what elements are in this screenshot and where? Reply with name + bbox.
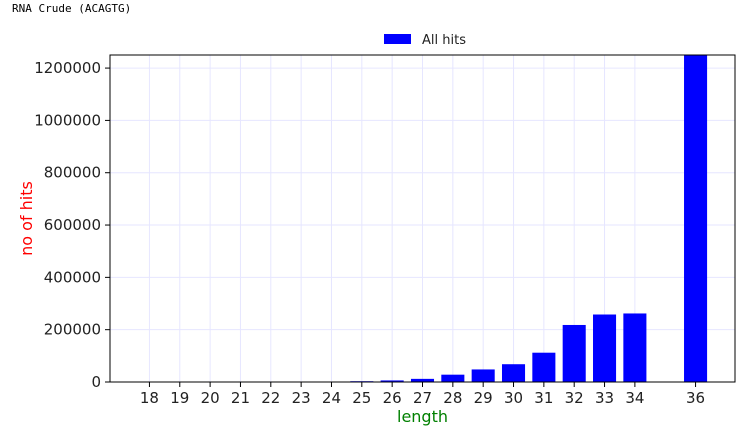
bar-length-30	[501, 364, 526, 382]
x-tick-label: 22	[261, 389, 280, 407]
bar-length-29	[471, 369, 495, 382]
x-tick-label: 19	[170, 389, 189, 407]
page-title: RNA Crude (ACAGTG)	[12, 2, 132, 15]
legend: All hits	[384, 33, 466, 48]
x-tick-label: 20	[201, 389, 220, 407]
bar-length-31	[532, 352, 556, 382]
x-tick-label: 26	[383, 389, 402, 407]
x-tick-label: 27	[413, 389, 432, 407]
x-axis-ticks: 18 19 20 21 22 23 24 25 26 27 28 29 30 31 32 33 34 36	[140, 382, 705, 407]
x-tick-label: 23	[292, 389, 311, 407]
bar-length-32	[562, 324, 586, 382]
legend-label-all-hits: All hits	[422, 33, 466, 48]
bar-length-33	[593, 314, 617, 382]
x-tick-label: 25	[352, 389, 371, 407]
y-tick-label: 600000	[44, 216, 101, 234]
bar-length-36	[684, 55, 708, 382]
x-tick-label: 31	[534, 389, 553, 407]
legend-swatch-all-hits	[384, 34, 411, 44]
x-tick-label: 29	[474, 389, 493, 407]
y-axis-ticks: 0 200000 400000 600000 800000 1000000 1200000	[34, 59, 110, 391]
bar-length-28	[441, 374, 465, 382]
bar-length-34	[623, 313, 647, 382]
bars	[350, 55, 708, 382]
x-tick-label: 34	[625, 389, 644, 407]
x-tick-label: 33	[595, 389, 614, 407]
x-tick-label: 24	[322, 389, 341, 407]
bar-length-26	[380, 380, 404, 382]
x-tick-label: 32	[565, 389, 584, 407]
y-tick-label: 200000	[44, 321, 101, 339]
y-axis-label: no of hits	[17, 181, 36, 256]
x-tick-label: 21	[231, 389, 250, 407]
x-tick-label: 36	[686, 389, 705, 407]
y-tick-label: 1200000	[34, 59, 101, 77]
y-tick-label: 0	[91, 373, 101, 391]
x-axis-label: length	[397, 407, 448, 426]
y-tick-label: 1000000	[34, 111, 101, 129]
y-tick-label: 400000	[44, 268, 101, 286]
bar-length-27	[410, 378, 435, 382]
y-tick-label: 800000	[44, 164, 101, 182]
x-tick-label: 28	[443, 389, 462, 407]
x-tick-label: 30	[504, 389, 523, 407]
x-tick-label: 18	[140, 389, 159, 407]
